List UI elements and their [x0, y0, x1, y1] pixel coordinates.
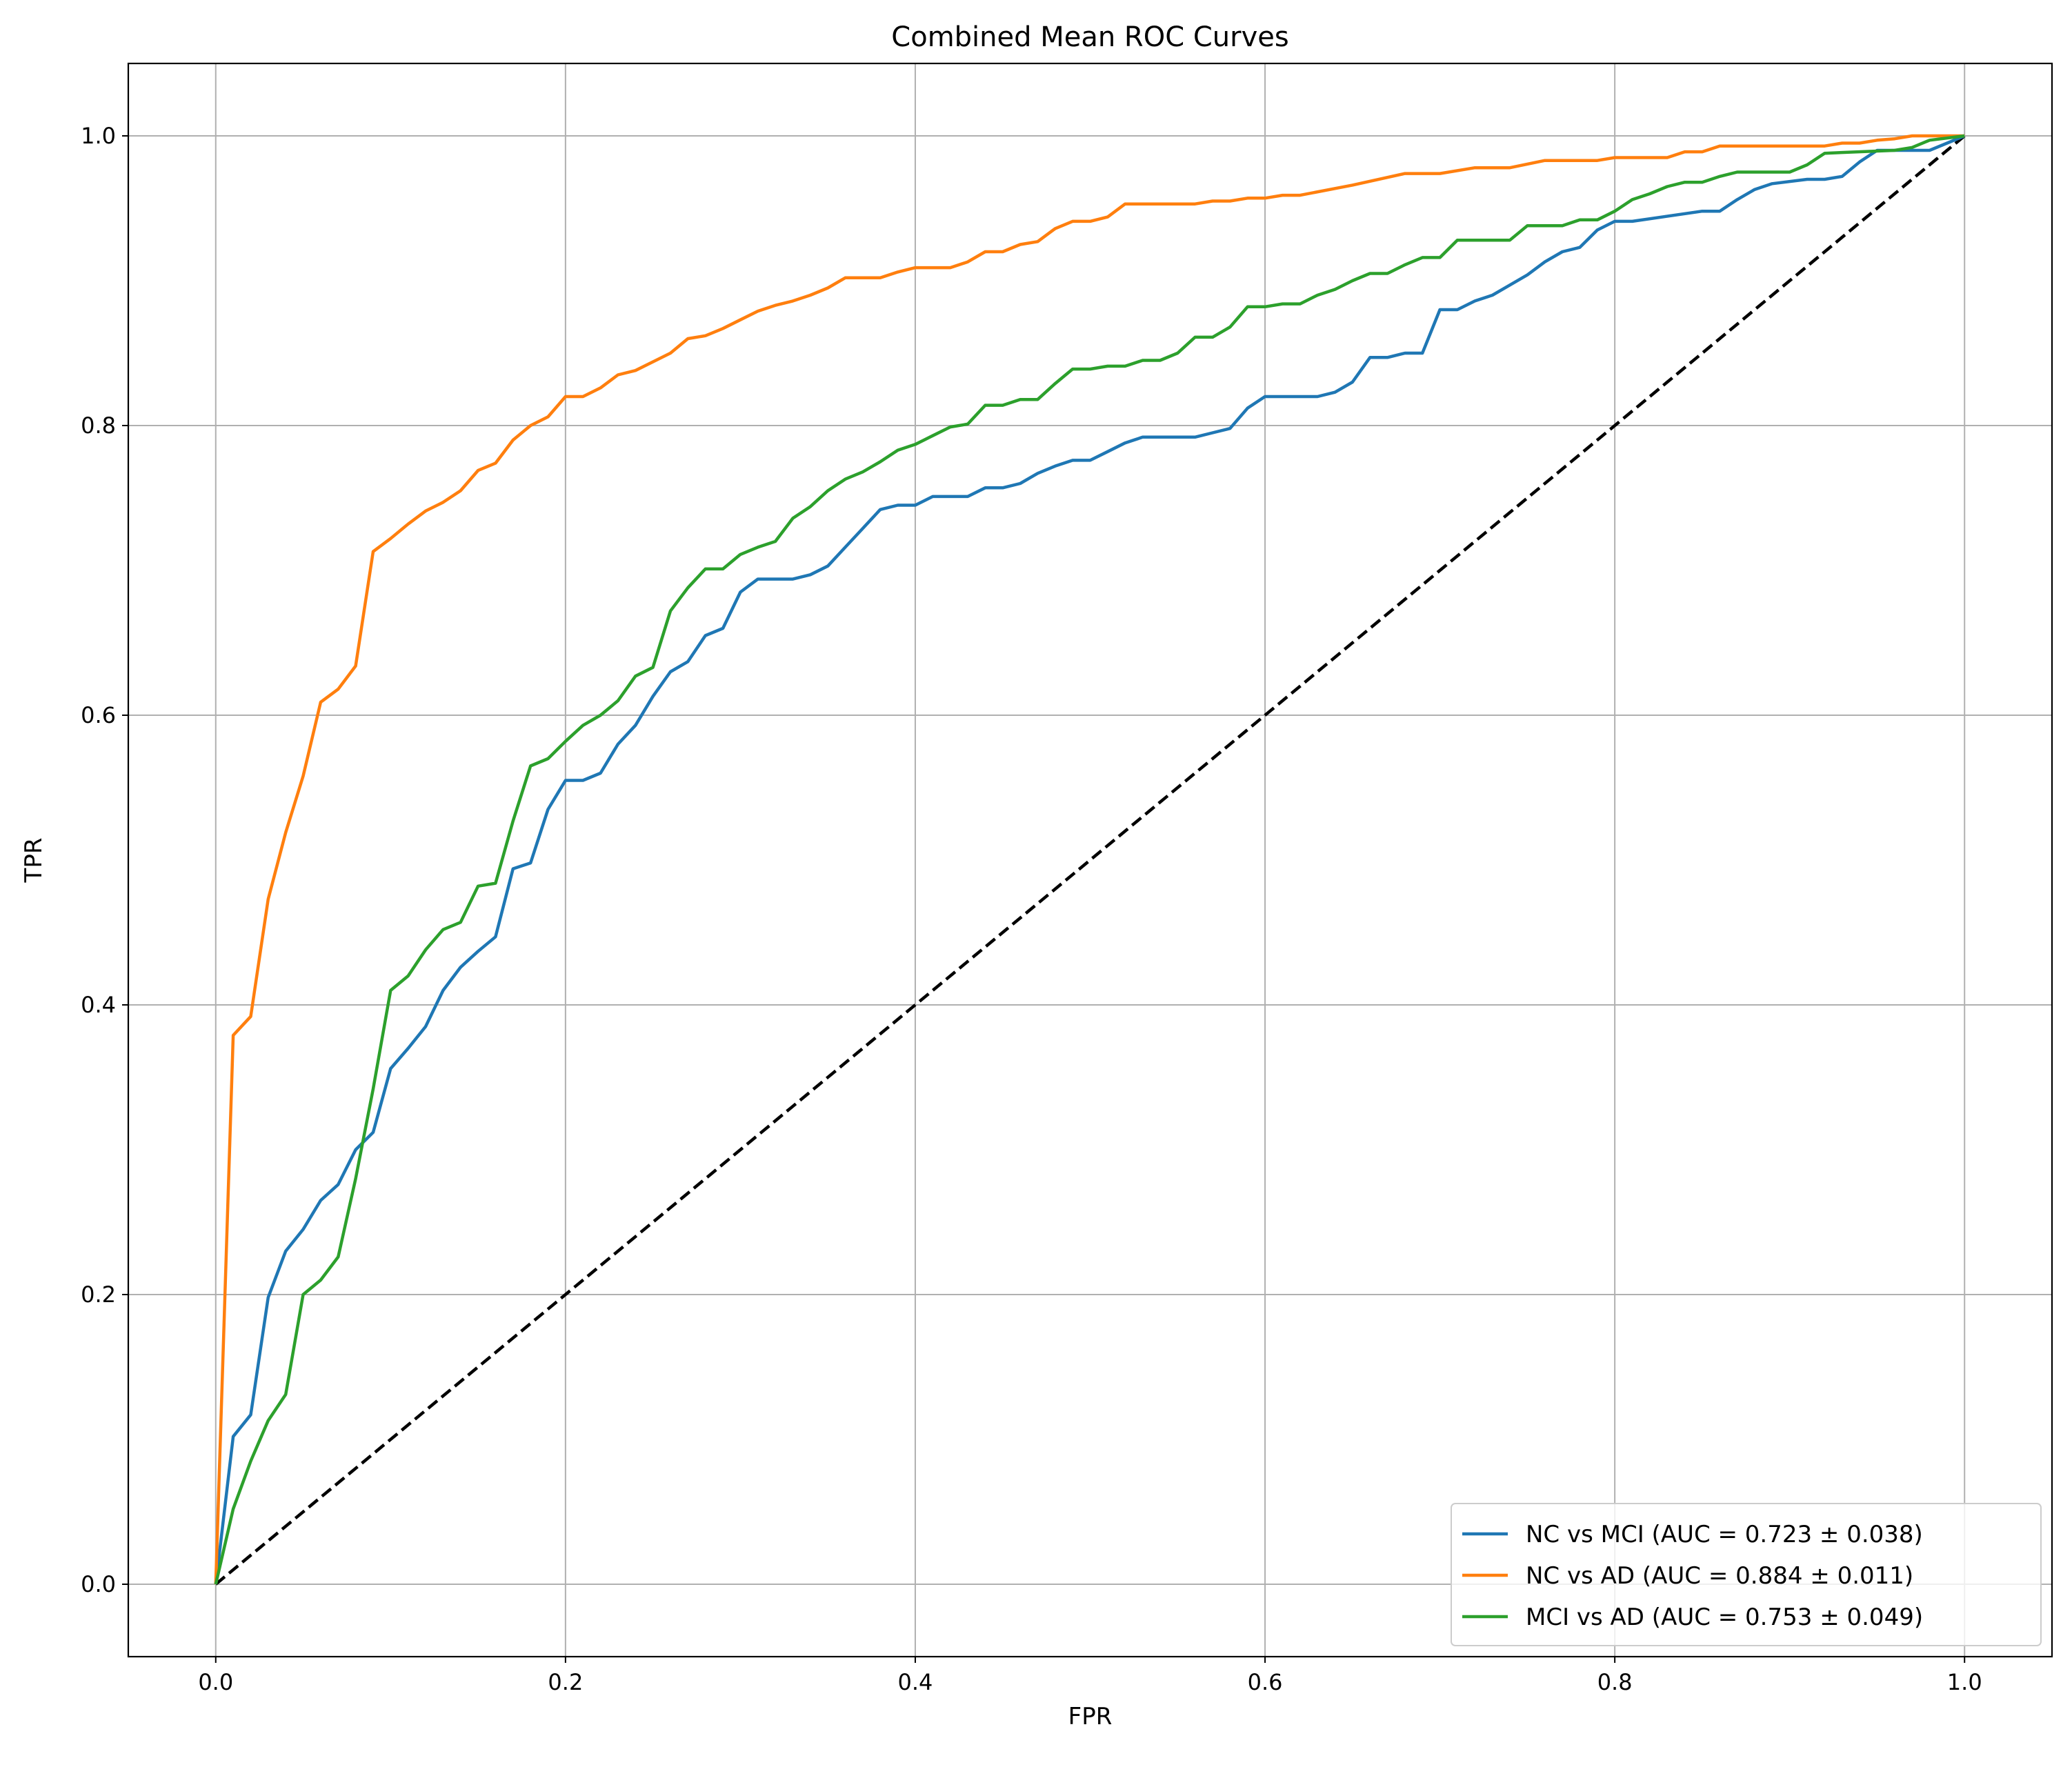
legend-entries: NC vs MCI (AUC = 0.723 ± 0.038) NC vs AD … — [1462, 1521, 1923, 1631]
legend-label-2: NC vs AD (AUC = 0.884 ± 0.011) — [1526, 1562, 1913, 1590]
x-tick-label-5: 1.0 — [1947, 1669, 1982, 1695]
y-tick-label-5: 1.0 — [81, 123, 116, 149]
plot-area-frame — [127, 62, 2053, 1658]
x-tick-label-1: 0.2 — [548, 1669, 583, 1695]
legend-label-3: MCI vs AD (AUC = 0.753 ± 0.049) — [1526, 1604, 1923, 1631]
series-lines — [214, 134, 1966, 1585]
y-tick-label-2: 0.4 — [81, 992, 116, 1018]
x-tick-label-0: 0.0 — [198, 1669, 233, 1695]
series-line-2 — [214, 134, 1965, 1585]
legend-label-1: NC vs MCI (AUC = 0.723 ± 0.038) — [1526, 1521, 1923, 1548]
y-tick-label-3: 0.6 — [81, 702, 116, 728]
chart-title: Combined Mean ROC Curves — [891, 21, 1288, 53]
y-axis-label: TPR — [20, 838, 48, 884]
x-tick-label-2: 0.4 — [898, 1669, 933, 1695]
series-line-1 — [214, 134, 1966, 1585]
axis-ticks: 0.0 0.2 0.4 0.6 0.8 1.0 0.0 0.2 0.4 0.6 0.8 1.0 — [81, 123, 1982, 1695]
y-tick-label-4: 0.8 — [81, 412, 116, 439]
x-axis-label: FPR — [1068, 1703, 1113, 1730]
x-tick-label-3: 0.6 — [1248, 1669, 1283, 1695]
series-line-3 — [214, 134, 1965, 1585]
legend-box — [1451, 1503, 2042, 1646]
y-tick-label-0: 0.0 — [81, 1571, 116, 1597]
y-tick-label-1: 0.2 — [81, 1281, 116, 1308]
grid — [128, 63, 2052, 1657]
legend: NC vs MCI (AUC = 0.723 ± 0.038) NC vs AD … — [1451, 1503, 2042, 1646]
x-tick-label-4: 0.8 — [1597, 1669, 1633, 1695]
